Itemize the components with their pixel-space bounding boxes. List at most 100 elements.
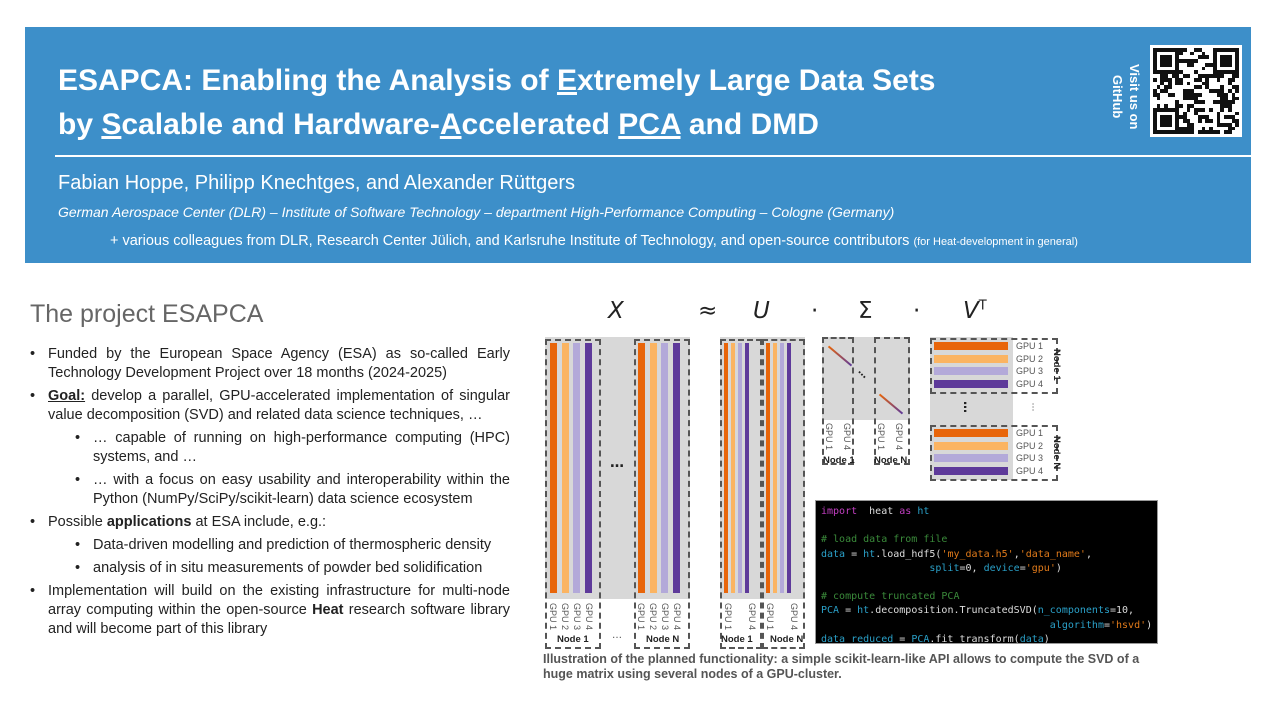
code-token: import xyxy=(821,506,858,517)
ellipsis: … xyxy=(610,455,624,471)
bullet-bold: Heat xyxy=(312,602,344,618)
section-title: The project ESAPCA xyxy=(30,300,264,328)
code-token: 'gpu' xyxy=(1025,562,1056,574)
gpu-label: GPU 4 xyxy=(894,423,904,451)
title-underlined-letter: PCA xyxy=(618,108,681,141)
gpu-label: GPU 3 xyxy=(572,603,582,631)
gpu-column xyxy=(550,343,557,593)
gpu-label: GPU 4 xyxy=(747,603,757,631)
gpu-column xyxy=(738,343,742,593)
gpu-column xyxy=(573,343,580,593)
bullet-item: Funded by the European Space Agency (ESA… xyxy=(30,345,510,383)
eq-dot-2: · xyxy=(913,298,921,324)
gpu-label: GPU 2 xyxy=(560,603,570,631)
title-underlined-letter: S xyxy=(101,108,122,141)
code-line: data_reduced = PCA.fit_transform(data) xyxy=(821,633,1152,644)
gpu-row xyxy=(934,367,1008,375)
gpu-column xyxy=(649,343,657,593)
gpu-label: GPU 1 xyxy=(723,603,733,631)
code-token: , xyxy=(1013,548,1020,560)
gpu-column xyxy=(638,343,645,593)
code-token: 'data_name' xyxy=(1019,548,1086,560)
bullet-item: analysis of in situ measurements of powd… xyxy=(75,559,510,578)
code-token: , xyxy=(1085,548,1092,560)
colleagues-text: + various colleagues from DLR, Research … xyxy=(110,233,914,249)
code-token: 'my_data.h5' xyxy=(941,548,1014,560)
bullet-text: Funded by the European Space Agency (ESA… xyxy=(48,346,510,381)
github-link-text[interactable]: Visit us on GitHub xyxy=(1110,64,1142,130)
gpu-column xyxy=(561,343,569,593)
gpu-label: GPU 4 xyxy=(842,423,852,451)
code-token: data_reduced xyxy=(821,633,894,644)
gpu-label: GPU 1 xyxy=(824,423,834,451)
code-token xyxy=(821,620,1050,631)
code-token: = xyxy=(1103,619,1110,631)
code-token: ht xyxy=(911,506,930,517)
bullet-text: at ESA include, e.g.: xyxy=(191,514,327,530)
gpu-label: GPU 1 xyxy=(1016,341,1044,351)
code-token xyxy=(821,563,929,574)
code-token: data xyxy=(821,548,846,560)
x-node-n xyxy=(634,339,690,649)
bullet-text: Implementation will build on the existin… xyxy=(48,583,510,618)
ellipsis: … xyxy=(961,401,975,413)
node-n-label: Node N xyxy=(646,634,680,645)
gpu-label: GPU 1 xyxy=(636,603,646,631)
gpu-label: GPU 4 xyxy=(1016,378,1044,389)
poster-title: ESAPCA: Enabling the Analysis of Extreme… xyxy=(58,59,1098,147)
code-token: =10, xyxy=(1110,605,1135,617)
vt-node-1 xyxy=(930,338,1058,394)
code-line: split=0, device='gpu') xyxy=(821,562,1152,576)
gpu-row xyxy=(934,342,1008,350)
divider xyxy=(55,155,1251,157)
figure-caption: Illustration of the planned functionalit… xyxy=(543,652,1140,681)
code-token: .fit_transform( xyxy=(929,633,1020,644)
gpu-row xyxy=(934,441,1008,450)
code-token: = xyxy=(893,633,912,644)
code-token: PCA xyxy=(821,605,840,617)
code-token: ) xyxy=(1055,562,1062,574)
u-node-n xyxy=(762,339,805,649)
gpu-label: GPU 2 xyxy=(1016,440,1044,451)
bullet-item: Goal: develop a parallel, GPU-accelerate… xyxy=(30,387,510,425)
gpu-row xyxy=(934,454,1008,462)
gpu-column xyxy=(766,343,770,593)
authors: Fabian Hoppe, Philipp Knechtges, and Ale… xyxy=(58,172,576,194)
gpu-column xyxy=(787,343,791,593)
bullet-text: research software library and will becom… xyxy=(48,602,510,637)
gpu-label: GPU 4 xyxy=(584,603,594,631)
bullet-item: Data-driven modelling and prediction of … xyxy=(75,536,510,555)
title-segment: xtremely Large Data Sets xyxy=(576,64,936,97)
code-token: ) xyxy=(1043,633,1050,644)
bullet-text: Possible xyxy=(48,514,107,530)
github-qr-code[interactable] xyxy=(1150,45,1242,137)
gpu-column xyxy=(661,343,668,593)
code-token: # load data from file xyxy=(821,534,948,546)
gpu-row xyxy=(934,466,1008,475)
eq-x: X xyxy=(608,298,624,324)
code-line xyxy=(821,576,1152,590)
code-token: 'hsvd' xyxy=(1110,619,1147,631)
code-token: split xyxy=(929,562,960,574)
eq-transpose: T xyxy=(978,298,987,314)
gpu-label: GPU 4 xyxy=(1016,465,1044,476)
code-token: # compute truncated PCA xyxy=(821,591,960,603)
code-line: # compute truncated PCA xyxy=(821,590,1152,604)
affiliation: German Aerospace Center (DLR) – Institut… xyxy=(58,204,895,220)
title-underlined-letter: A xyxy=(439,108,462,141)
gpu-label: GPU 1 xyxy=(1016,428,1044,438)
code-token: PCA xyxy=(911,633,930,644)
gpu-label: GPU 3 xyxy=(1016,453,1044,463)
bullet-text: … capable of running on high-performance… xyxy=(93,430,510,465)
gpu-label: GPU 1 xyxy=(548,603,558,631)
code-token: ) xyxy=(1146,619,1153,631)
code-line: algorithm='hsvd') xyxy=(821,619,1152,633)
code-token: ht xyxy=(857,605,870,617)
colleagues-note: (for Heat-development in general) xyxy=(913,236,1078,248)
gpu-label: GPU 3 xyxy=(660,603,670,631)
u-node-1 xyxy=(720,339,762,649)
vt-node-n xyxy=(930,425,1058,481)
gpu-label: GPU 3 xyxy=(1016,366,1044,376)
node-n-label: Node N xyxy=(874,455,908,466)
x-node-1 xyxy=(545,339,601,649)
